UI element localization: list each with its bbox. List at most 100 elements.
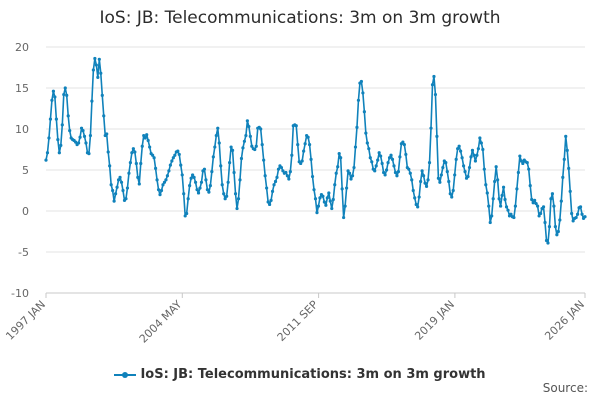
- data-point[interactable]: [537, 214, 541, 218]
- data-point[interactable]: [248, 134, 252, 138]
- data-point[interactable]: [82, 134, 87, 138]
- data-point[interactable]: [299, 161, 303, 166]
- data-point[interactable]: [284, 170, 288, 175]
- data-point[interactable]: [164, 178, 168, 182]
- data-point[interactable]: [294, 124, 298, 128]
- data-point[interactable]: [65, 93, 69, 97]
- data-point[interactable]: [384, 168, 389, 172]
- data-point[interactable]: [466, 174, 470, 179]
- data-point[interactable]: [435, 134, 439, 138]
- data-point[interactable]: [235, 206, 239, 211]
- data-point[interactable]: [188, 183, 192, 188]
- data-point[interactable]: [127, 171, 131, 175]
- data-point[interactable]: [561, 175, 565, 179]
- data-point[interactable]: [54, 117, 58, 121]
- data-point[interactable]: [487, 204, 491, 208]
- data-point[interactable]: [300, 159, 304, 163]
- data-point[interactable]: [213, 145, 217, 149]
- data-point[interactable]: [228, 161, 232, 165]
- data-point[interactable]: [275, 175, 279, 179]
- data-point[interactable]: [562, 157, 566, 161]
- data-point[interactable]: [139, 161, 143, 166]
- data-point[interactable]: [250, 144, 254, 148]
- data-point[interactable]: [159, 188, 164, 193]
- data-point[interactable]: [130, 151, 134, 155]
- data-point[interactable]: [114, 192, 118, 196]
- data-point[interactable]: [91, 68, 95, 72]
- data-point[interactable]: [374, 164, 378, 168]
- data-point[interactable]: [207, 190, 211, 194]
- data-point[interactable]: [230, 148, 235, 152]
- data-point[interactable]: [276, 167, 281, 171]
- data-point[interactable]: [436, 176, 440, 180]
- data-point[interactable]: [342, 215, 346, 220]
- data-point[interactable]: [414, 202, 418, 207]
- data-point[interactable]: [182, 192, 186, 196]
- data-point[interactable]: [199, 180, 204, 184]
- data-point[interactable]: [273, 179, 278, 184]
- data-point[interactable]: [287, 177, 291, 181]
- data-point[interactable]: [254, 144, 258, 148]
- data-point[interactable]: [162, 180, 167, 184]
- data-point[interactable]: [559, 199, 563, 203]
- data-point[interactable]: [343, 204, 347, 208]
- data-point[interactable]: [233, 192, 238, 196]
- data-point[interactable]: [356, 98, 361, 102]
- data-point[interactable]: [576, 212, 580, 216]
- data-point[interactable]: [327, 191, 331, 195]
- data-point[interactable]: [259, 127, 263, 131]
- data-point[interactable]: [198, 186, 202, 190]
- data-point[interactable]: [262, 158, 266, 162]
- data-point[interactable]: [168, 163, 172, 167]
- data-point[interactable]: [389, 153, 393, 157]
- data-point[interactable]: [544, 238, 549, 243]
- data-point[interactable]: [429, 126, 433, 130]
- data-point[interactable]: [408, 171, 412, 175]
- data-point[interactable]: [225, 194, 229, 198]
- data-point[interactable]: [376, 158, 380, 162]
- data-point[interactable]: [364, 131, 368, 135]
- data-point[interactable]: [478, 136, 482, 140]
- data-point[interactable]: [214, 133, 218, 138]
- data-point[interactable]: [322, 200, 326, 204]
- data-point[interactable]: [245, 119, 249, 123]
- data-point[interactable]: [337, 152, 341, 156]
- data-point[interactable]: [100, 93, 104, 97]
- data-point[interactable]: [153, 166, 158, 170]
- data-point[interactable]: [564, 134, 568, 138]
- data-point[interactable]: [51, 89, 56, 93]
- data-point[interactable]: [461, 164, 466, 168]
- data-point[interactable]: [232, 170, 236, 175]
- data-point[interactable]: [180, 173, 184, 177]
- data-point[interactable]: [62, 92, 66, 97]
- data-point[interactable]: [445, 170, 449, 174]
- data-point[interactable]: [368, 156, 372, 160]
- data-point[interactable]: [229, 145, 233, 149]
- data-point[interactable]: [501, 185, 506, 189]
- data-point[interactable]: [423, 181, 427, 185]
- data-point[interactable]: [106, 150, 110, 154]
- data-point[interactable]: [485, 191, 489, 195]
- data-point[interactable]: [497, 197, 501, 201]
- data-point[interactable]: [528, 183, 532, 188]
- data-point[interactable]: [383, 173, 387, 177]
- data-point[interactable]: [260, 142, 264, 147]
- data-point[interactable]: [328, 199, 332, 203]
- data-point[interactable]: [538, 211, 543, 216]
- data-point[interactable]: [521, 161, 525, 166]
- data-point[interactable]: [402, 142, 406, 147]
- data-point[interactable]: [340, 187, 344, 191]
- data-point[interactable]: [238, 178, 242, 182]
- data-point[interactable]: [131, 147, 135, 151]
- data-point[interactable]: [488, 220, 492, 225]
- data-point[interactable]: [470, 148, 475, 152]
- data-point[interactable]: [63, 86, 67, 90]
- data-point[interactable]: [171, 156, 175, 160]
- data-point[interactable]: [325, 196, 329, 200]
- data-point[interactable]: [309, 157, 313, 161]
- data-point[interactable]: [457, 144, 461, 148]
- data-point[interactable]: [263, 174, 267, 178]
- data-point[interactable]: [93, 56, 97, 61]
- data-point[interactable]: [556, 229, 560, 234]
- data-point[interactable]: [177, 152, 181, 157]
